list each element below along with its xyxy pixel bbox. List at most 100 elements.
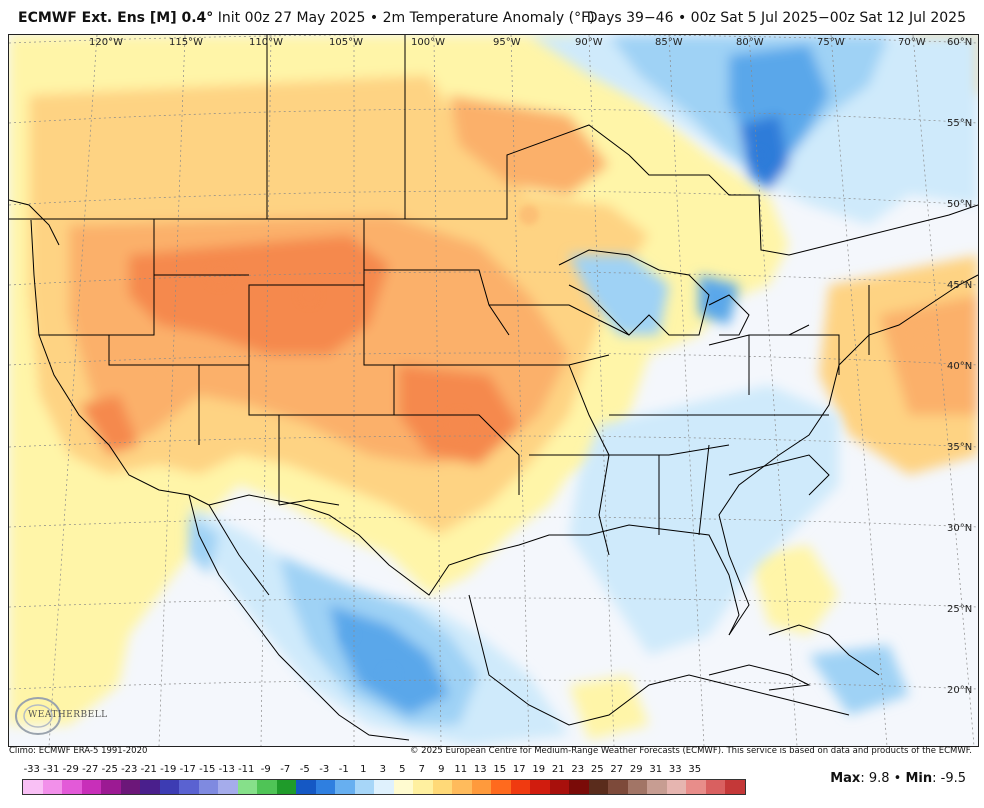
scale-label: -29 xyxy=(62,764,79,775)
scale-swatch xyxy=(81,780,101,794)
product-name: 2m Temperature Anomaly (°F) xyxy=(382,10,595,26)
scale-label: -5 xyxy=(299,764,310,775)
lat-label: 35°N xyxy=(947,442,972,453)
scale-label: -11 xyxy=(238,764,255,775)
scale-swatch xyxy=(198,780,218,794)
scale-label: -15 xyxy=(199,764,216,775)
political-borders xyxy=(9,35,978,741)
scale-label: 29 xyxy=(629,764,643,775)
scale-swatch xyxy=(432,780,452,794)
color-scale: -33 -31 -29 -27 -25 -23 -21 -19 -17 -15 -13 -11 -9 -7… xyxy=(14,764,746,800)
scale-swatch xyxy=(627,780,647,794)
scale-label: -9 xyxy=(260,764,271,775)
scale-label: 13 xyxy=(473,764,487,775)
scale-swatch xyxy=(393,780,413,794)
model-name: ECMWF Ext. Ens [M] 0.4 xyxy=(18,10,207,26)
max-min-stats: Max: 9.8 • Min: -9.5 xyxy=(830,771,966,786)
scale-swatch xyxy=(315,780,335,794)
scale-label: 31 xyxy=(649,764,663,775)
scale-swatch xyxy=(491,780,511,794)
graticule xyxy=(9,35,978,746)
scale-swatch xyxy=(257,780,277,794)
scale-swatch xyxy=(666,780,686,794)
scale-swatch xyxy=(510,780,530,794)
lon-label: 110°W xyxy=(249,37,283,48)
climo-note: Climo: ECMWF ERA-5 1991-2020 xyxy=(9,746,148,756)
scale-swatch xyxy=(705,780,725,794)
scale-label: 27 xyxy=(610,764,624,775)
scale-label: -25 xyxy=(101,764,118,775)
scale-swatch xyxy=(452,780,472,794)
lat-label: 40°N xyxy=(947,361,972,372)
scale-label: 35 xyxy=(688,764,702,775)
scale-label: 11 xyxy=(454,764,468,775)
scale-swatch xyxy=(276,780,296,794)
weatherbell-logo: WEATHERBELL xyxy=(12,694,107,738)
scale-swatch xyxy=(62,780,82,794)
scale-label: 15 xyxy=(493,764,507,775)
scale-label: 23 xyxy=(571,764,585,775)
scale-label: -7 xyxy=(280,764,291,775)
scale-swatch xyxy=(413,780,433,794)
map-panel[interactable]: 120°W 115°W 110°W 105°W 100°W 95°W 90°W … xyxy=(8,34,979,747)
scale-labels: -33 -31 -29 -27 -25 -23 -21 -19 -17 -15 -13 -11 -9 -7… xyxy=(14,764,714,778)
copyright-note: © 2025 European Centre for Medium-Range … xyxy=(409,746,972,756)
longitude-labels: 120°W 115°W 110°W 105°W 100°W 95°W 90°W … xyxy=(89,37,926,48)
scale-label: -13 xyxy=(218,764,235,775)
scale-label: 17 xyxy=(512,764,526,775)
scale-label: -19 xyxy=(160,764,177,775)
scale-swatch xyxy=(140,780,160,794)
scale-swatch xyxy=(179,780,199,794)
lat-label: 55°N xyxy=(947,118,972,129)
scale-swatch xyxy=(120,780,140,794)
max-value: : 9.8 xyxy=(860,771,890,786)
scale-swatch xyxy=(530,780,550,794)
scale-label: 3 xyxy=(379,764,386,775)
scale-swatch xyxy=(218,780,238,794)
scale-bar xyxy=(22,779,746,795)
scale-label: 25 xyxy=(590,764,604,775)
valid-period: Days 39−46 • 00z Sat 5 Jul 2025−00z Sat … xyxy=(586,10,966,26)
scale-label: -23 xyxy=(121,764,138,775)
scale-swatch xyxy=(686,780,706,794)
scale-label: 5 xyxy=(399,764,406,775)
lon-label: 95°W xyxy=(493,37,521,48)
scale-swatch xyxy=(101,780,121,794)
scale-swatch xyxy=(296,780,316,794)
scale-swatch xyxy=(335,780,355,794)
scale-swatch xyxy=(471,780,491,794)
lat-label: 45°N xyxy=(947,280,972,291)
warm-anomaly-field xyxy=(9,35,978,740)
lon-label: 120°W xyxy=(89,37,123,48)
scale-swatch xyxy=(42,780,62,794)
min-label: Min xyxy=(905,771,933,786)
scale-swatch xyxy=(23,780,43,794)
scale-label: -3 xyxy=(319,764,330,775)
scale-label: 21 xyxy=(551,764,565,775)
scale-swatch xyxy=(608,780,628,794)
scale-swatch xyxy=(647,780,667,794)
lon-label: 105°W xyxy=(329,37,363,48)
scale-swatch xyxy=(354,780,374,794)
scale-label: -31 xyxy=(43,764,60,775)
lon-label: 115°W xyxy=(169,37,203,48)
logo-swirl-icon xyxy=(15,697,61,735)
latitude-labels: 60°N 55°N 50°N 45°N 40°N 35°N 30°N 25°N … xyxy=(947,37,972,696)
lat-label: 50°N xyxy=(947,199,972,210)
lon-label: 90°W xyxy=(575,37,603,48)
scale-label: 33 xyxy=(668,764,682,775)
scale-swatch xyxy=(237,780,257,794)
scale-label: -27 xyxy=(82,764,99,775)
scale-swatch xyxy=(374,780,394,794)
logo-text: WEATHERBELL xyxy=(28,710,108,720)
scale-label: -33 xyxy=(23,764,40,775)
scale-label: -17 xyxy=(179,764,196,775)
anomaly-map: 120°W 115°W 110°W 105°W 100°W 95°W 90°W … xyxy=(9,35,978,746)
scale-swatch xyxy=(569,780,589,794)
scale-label: -1 xyxy=(338,764,349,775)
lat-label: 20°N xyxy=(947,685,972,696)
lat-label: 25°N xyxy=(947,604,972,615)
init-time: Init 00z 27 May 2025 xyxy=(217,10,366,26)
scale-label: -21 xyxy=(140,764,157,775)
header: ECMWF Ext. Ens [M] 0.4° Init 00z 27 May … xyxy=(0,0,984,34)
